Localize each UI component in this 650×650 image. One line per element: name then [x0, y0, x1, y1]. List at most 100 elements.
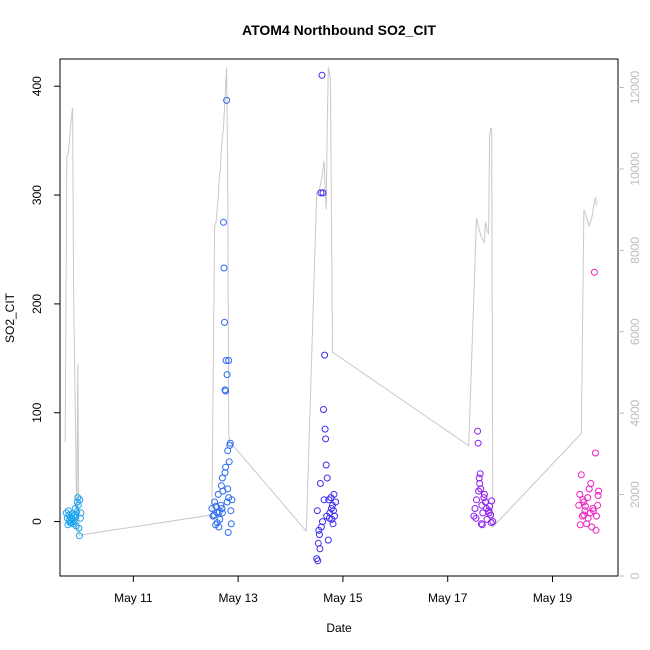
- data-point: [579, 496, 587, 504]
- data-point: [218, 505, 226, 512]
- plot-frame: [59, 58, 619, 577]
- y2-axis: 0 2000 4000 6000 8000 10000 12000: [618, 70, 642, 579]
- data-point: [473, 496, 480, 504]
- data-point: [580, 511, 588, 519]
- data-point: [593, 512, 600, 520]
- data-point: [218, 474, 226, 482]
- data-point: [474, 427, 482, 435]
- data-point: [592, 449, 599, 457]
- y-tick-label: 400: [30, 76, 44, 96]
- data-point: [582, 502, 589, 510]
- data-point: [208, 505, 216, 512]
- data-point: [328, 515, 336, 523]
- data-point: [223, 371, 231, 379]
- x-tick-label: May 13: [218, 591, 258, 605]
- data-point: [323, 474, 331, 482]
- y2-tick-label: 8000: [628, 237, 642, 264]
- x-axis: May 11 May 13 May 15 May 17 May 19: [114, 576, 573, 605]
- data-point: [475, 487, 483, 495]
- series-line: [64, 67, 597, 536]
- data-point: [322, 461, 330, 469]
- data-point: [320, 496, 328, 504]
- data-point: [314, 557, 322, 565]
- x-tick-label: May 17: [428, 591, 468, 605]
- data-point: [477, 520, 485, 528]
- data-point: [487, 511, 495, 519]
- data-point: [594, 501, 602, 509]
- data-point: [487, 519, 495, 527]
- data-point: [227, 507, 235, 515]
- data-point: [588, 523, 596, 531]
- data-point: [474, 439, 482, 447]
- data-point: [590, 268, 598, 276]
- data-point: [224, 529, 232, 536]
- data-point: [75, 524, 83, 532]
- data-point: [219, 487, 227, 495]
- data-point: [327, 505, 335, 512]
- data-point: [489, 518, 497, 526]
- data-point: [324, 536, 332, 544]
- data-point: [316, 480, 324, 487]
- data-point: [594, 492, 602, 499]
- data-point: [476, 480, 484, 487]
- line-layer: [64, 67, 597, 536]
- data-point: [215, 523, 223, 531]
- data-point: [222, 357, 230, 364]
- data-point: [478, 521, 486, 529]
- data-point: [471, 505, 479, 512]
- data-point: [325, 496, 333, 504]
- data-point: [211, 498, 219, 506]
- data-point: [77, 509, 85, 517]
- data-point: [223, 498, 231, 506]
- data-point: [576, 490, 584, 498]
- data-point: [319, 518, 326, 526]
- y-tick-label: 100: [30, 402, 44, 422]
- y2-tick-label: 0: [628, 572, 642, 579]
- data-point: [470, 512, 478, 520]
- data-point: [476, 470, 484, 478]
- data-point: [584, 514, 592, 522]
- data-point: [321, 351, 329, 359]
- data-point: [220, 264, 228, 272]
- data-point: [218, 509, 226, 517]
- data-point: [316, 545, 324, 553]
- data-point: [68, 514, 75, 522]
- y-tick-label: 300: [30, 185, 44, 205]
- x-axis-label: Date: [326, 621, 352, 635]
- data-point: [225, 357, 233, 364]
- data-point: [472, 514, 480, 522]
- data-point: [321, 425, 329, 433]
- data-point: [221, 318, 228, 326]
- data-point: [217, 501, 225, 509]
- points-layer: [62, 71, 603, 565]
- data-point: [576, 521, 584, 529]
- data-point: [587, 480, 595, 487]
- data-point: [577, 471, 585, 479]
- data-point: [221, 469, 229, 477]
- y-tick-label: 200: [30, 294, 44, 314]
- x-tick-label: May 19: [533, 591, 573, 605]
- data-point: [210, 511, 218, 519]
- data-point: [226, 439, 234, 447]
- data-point: [329, 520, 337, 528]
- x-tick-label: May 11: [114, 591, 153, 605]
- data-point: [225, 458, 233, 466]
- y2-tick-label: 6000: [628, 318, 642, 345]
- data-point: [589, 507, 597, 515]
- data-point: [225, 494, 233, 502]
- y2-tick-label: 4000: [628, 399, 642, 426]
- y-axis: 0 100 200 300 400: [30, 76, 60, 525]
- data-point: [488, 497, 496, 505]
- data-point: [330, 490, 338, 498]
- data-point: [222, 463, 230, 471]
- y2-tick-label: 10000: [628, 152, 642, 186]
- data-point: [485, 509, 493, 517]
- data-point: [227, 520, 235, 528]
- data-point: [315, 531, 323, 539]
- data-point: [317, 189, 325, 197]
- data-point: [214, 490, 222, 498]
- data-point: [575, 501, 583, 509]
- data-point: [64, 507, 72, 515]
